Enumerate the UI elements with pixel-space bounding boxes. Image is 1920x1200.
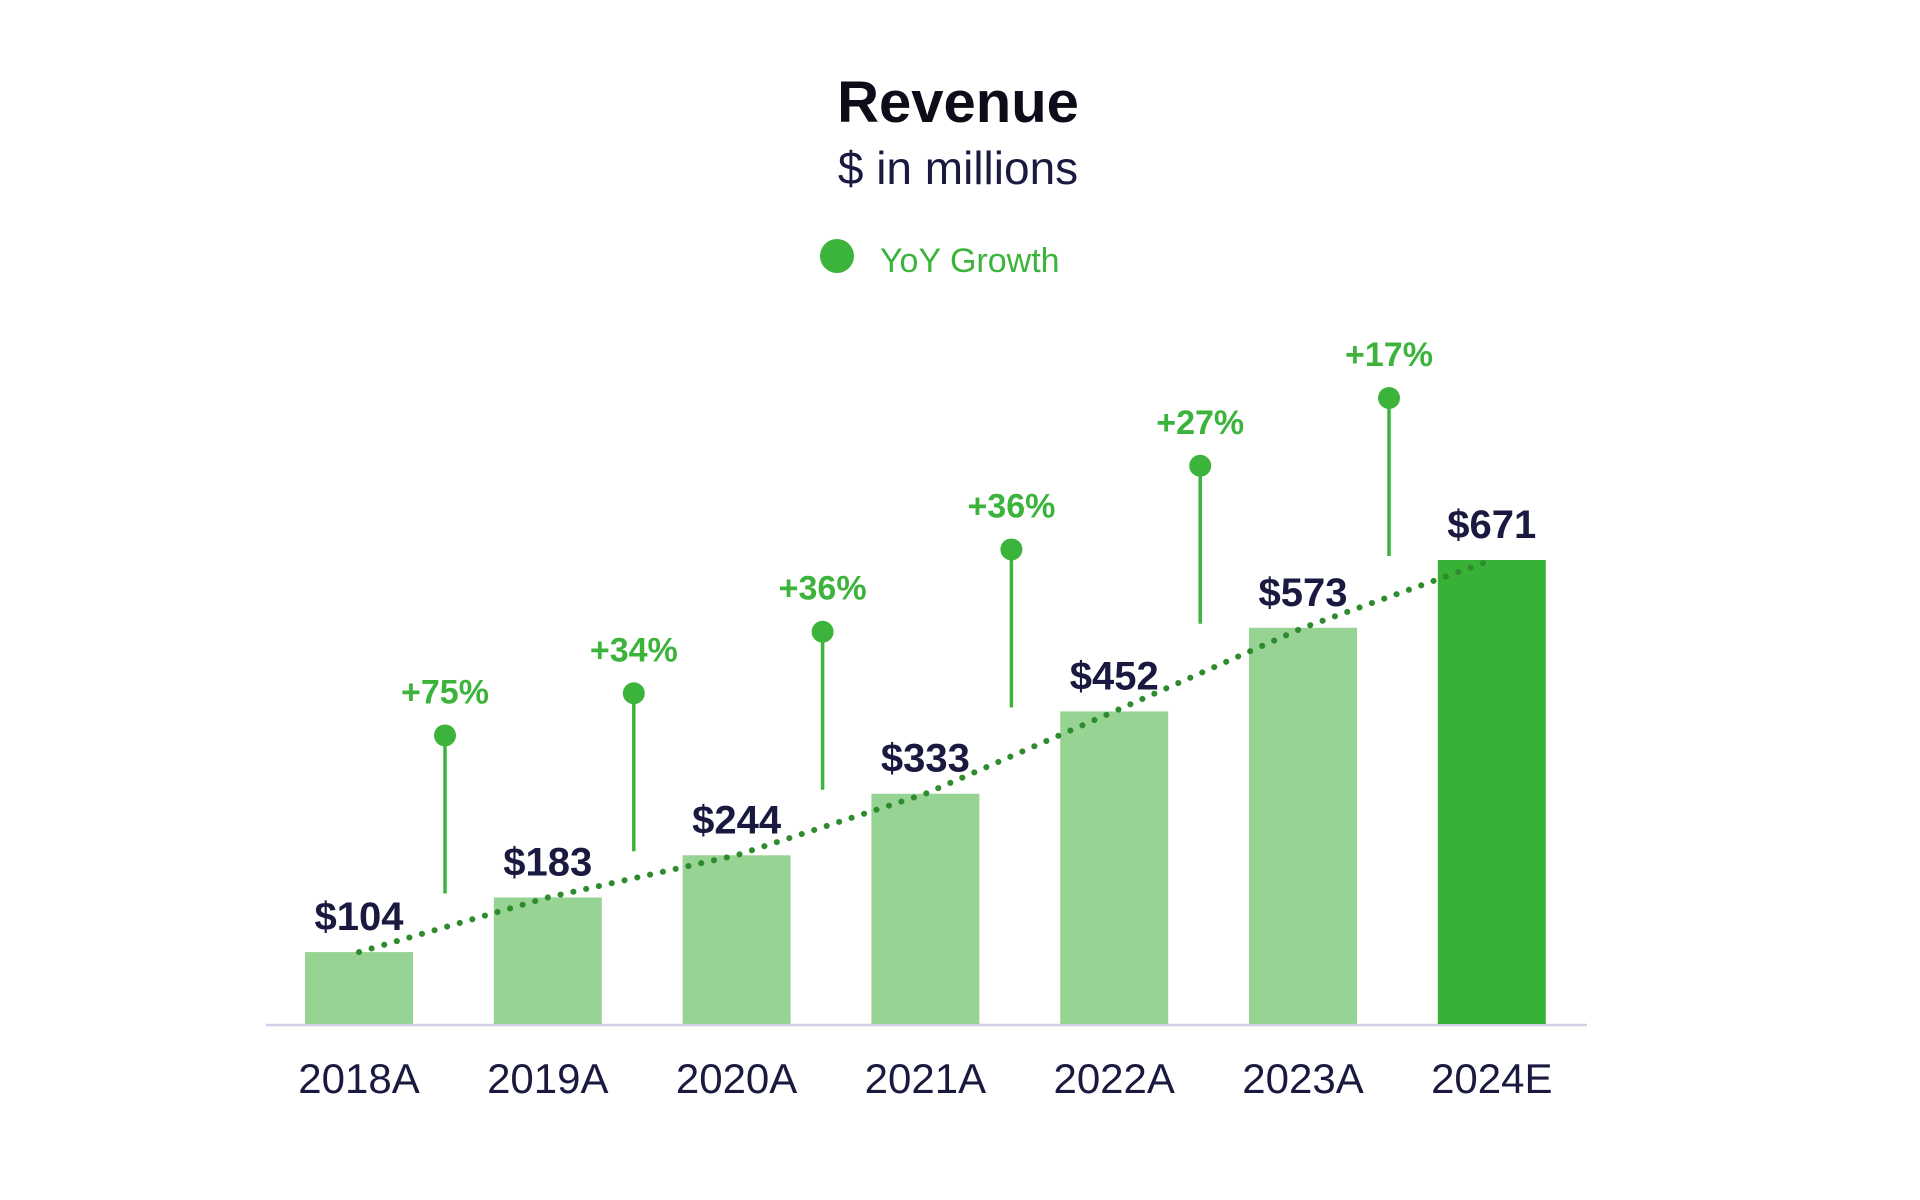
legend-marker-yoy-growth [820,239,854,273]
growth-label: +36% [779,570,867,608]
x-tick-label: 2022A [1053,1055,1174,1102]
bar-2020A [682,855,791,1024]
value-label: $104 [315,895,405,939]
bar-2024E [1437,560,1546,1024]
value-label: $573 [1259,571,1348,615]
bar-2018A [305,952,413,1024]
chart-title: Revenue [837,70,1079,135]
growth-marker [1189,454,1212,477]
growth-marker [1378,387,1400,409]
x-tick-label: 2023A [1242,1055,1363,1102]
growth-label: +27% [1156,404,1244,442]
growth-label: +34% [590,631,678,669]
growth-marker [622,682,645,705]
growth-marker [811,620,834,643]
value-label: $183 [503,840,592,884]
trend-line [356,557,1495,956]
bar-2023A [1249,627,1357,1024]
x-tick-label: 2024E [1431,1055,1552,1102]
value-label: $244 [692,798,782,842]
x-tick-label: 2019A [487,1055,608,1102]
growth-marker [1000,538,1023,561]
value-label: $452 [1070,654,1159,698]
x-tick-label: 2018A [298,1055,419,1102]
legend-label-yoy-growth: YoY Growth [880,242,1060,280]
growth-label: +75% [401,673,489,711]
bar-2019A [493,897,602,1024]
chart-subtitle: $ in millions [838,142,1078,194]
legend: YoY Growth [820,239,1060,280]
x-tick-label: 2020A [676,1055,797,1102]
growth-label: +17% [1345,336,1433,374]
growth-label: +36% [967,487,1055,525]
value-label: $671 [1447,503,1536,547]
growth-marker [434,724,456,747]
value-label: $333 [881,737,970,781]
bar-2022A [1060,711,1169,1024]
x-tick-label: 2021A [865,1055,986,1102]
bar-2021A [871,793,980,1024]
